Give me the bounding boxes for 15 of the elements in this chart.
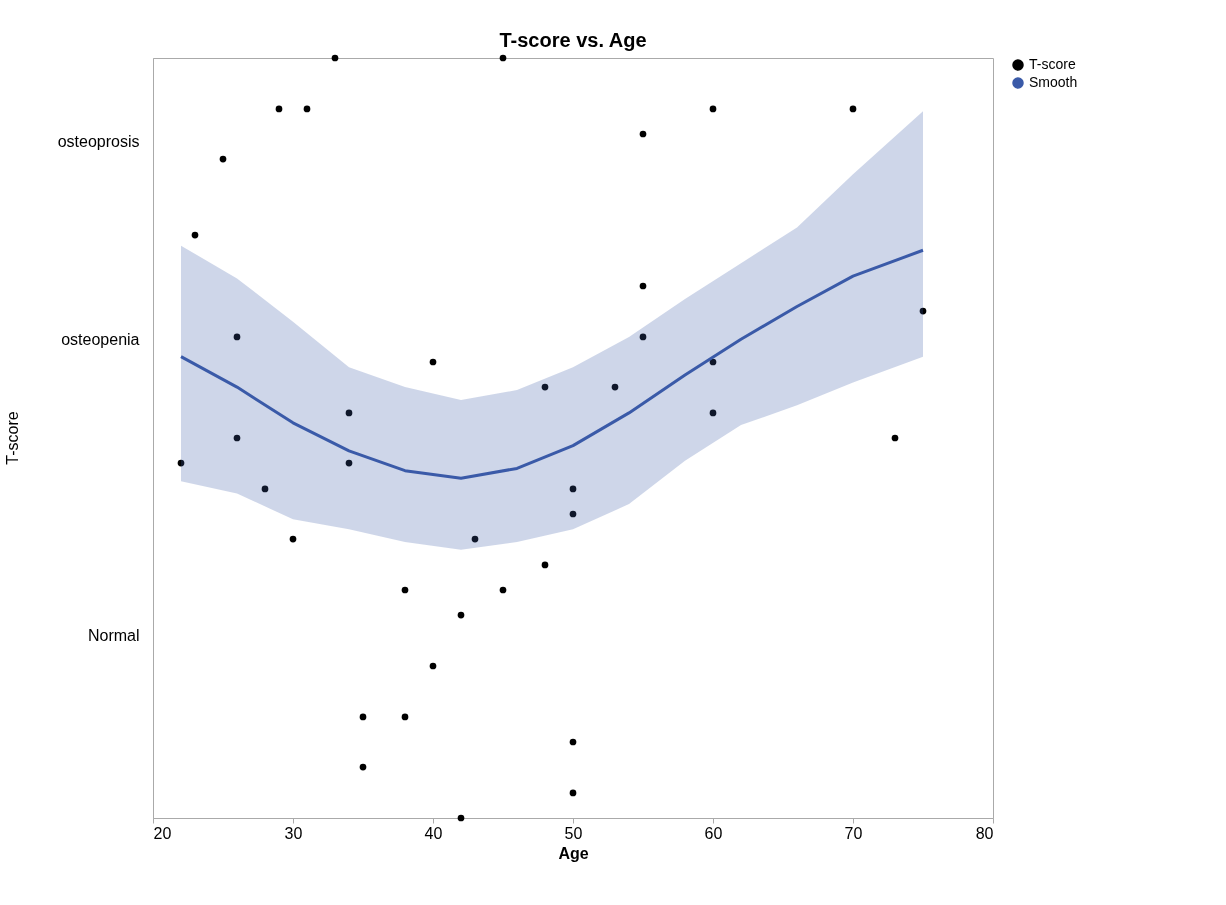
x-tick-label: 30 <box>284 824 303 842</box>
x-tick-label: 60 <box>704 824 723 842</box>
chart-title: T-score vs. Age <box>499 28 647 51</box>
x-tick-label: 20 <box>153 824 172 842</box>
legend-label: T-score <box>1029 56 1076 72</box>
legend-label: Smooth <box>1029 74 1078 90</box>
text: osteopenia <box>61 330 140 348</box>
x-axis-title: Age <box>558 844 589 862</box>
text: osteoprosis <box>57 133 140 151</box>
x-tick-label: 80 <box>975 824 994 842</box>
x-tick-label: 70 <box>844 824 863 842</box>
x-tick-label: 40 <box>424 824 443 842</box>
x-tick-label: 50 <box>564 824 583 842</box>
text: Normal <box>87 627 140 645</box>
text: T-score <box>4 411 21 465</box>
